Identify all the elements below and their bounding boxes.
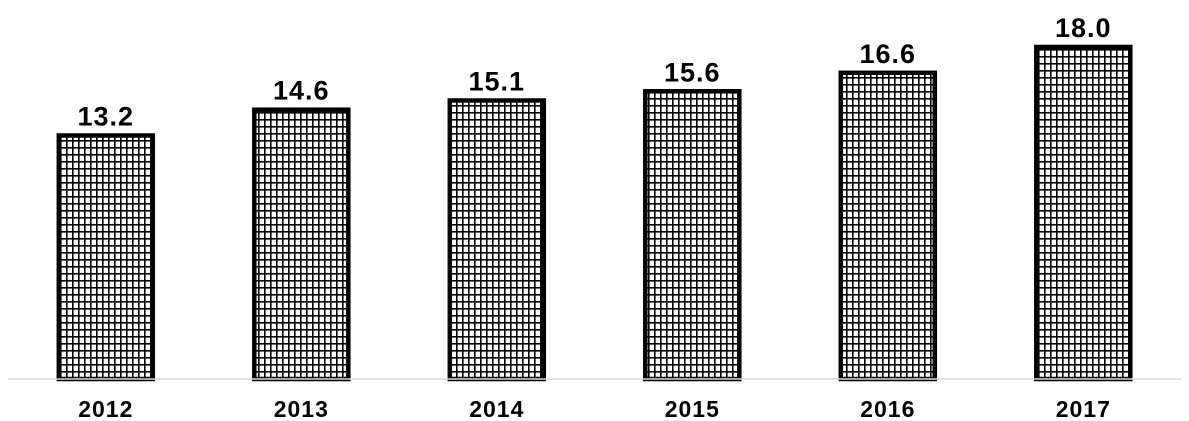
bar-2015 xyxy=(643,89,742,382)
value-labels-layer: 13.2 14.6 15.1 15.6 16.6 18.0 xyxy=(78,13,1112,132)
data-label-2017: 18.0 xyxy=(1055,13,1112,43)
bar-2012 xyxy=(56,133,156,382)
x-tick-label-2013: 2013 xyxy=(274,396,329,421)
data-label-2012: 13.2 xyxy=(78,102,135,132)
tick-labels-layer: 2012 2013 2014 2015 2016 2017 xyxy=(78,396,1111,421)
data-label-2016: 16.6 xyxy=(860,39,917,69)
data-label-2014: 15.1 xyxy=(469,67,526,97)
data-label-2013: 14.6 xyxy=(273,76,330,106)
x-tick-label-2016: 2016 xyxy=(860,396,915,421)
x-tick-label-2015: 2015 xyxy=(665,396,720,421)
bar-2013 xyxy=(252,107,351,382)
x-tick-label-2017: 2017 xyxy=(1056,396,1111,421)
x-tick-label-2012: 2012 xyxy=(78,396,133,421)
bar-2016 xyxy=(838,70,938,382)
data-label-2015: 15.6 xyxy=(664,57,721,87)
bars-layer xyxy=(56,44,1133,382)
x-tick-label-2014: 2014 xyxy=(469,396,524,421)
bar-2014 xyxy=(447,98,547,382)
bar-2017 xyxy=(1034,44,1133,382)
